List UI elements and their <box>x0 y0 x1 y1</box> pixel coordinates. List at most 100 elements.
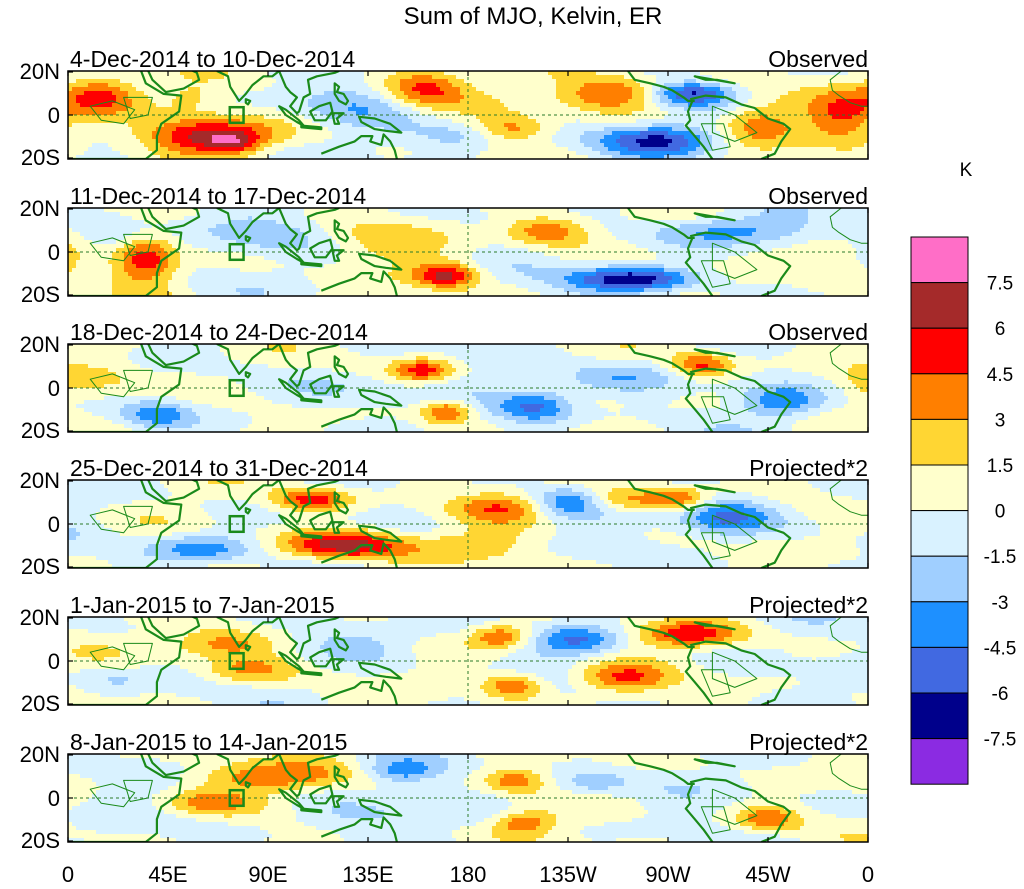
panel-2: 11-Dec-2014 to 17-Dec-2014 Observed 20N 0 20… <box>20 183 869 307</box>
lat-tick-label: 0 <box>48 512 60 537</box>
panel-period: 8-Jan-2015 to 14-Jan-2015 <box>70 729 347 755</box>
colorbar: 7.5 6 4.5 3 1.5 0 -1.5 -3 -4.5 -6 -7.5 <box>910 236 1017 785</box>
coastlines <box>68 208 868 296</box>
coastline <box>711 242 758 279</box>
lon-tick-label: 180 <box>450 862 487 887</box>
colorbar-label: 0 <box>995 502 1006 523</box>
lat-tick-label: 20S <box>21 282 60 307</box>
coastline <box>244 644 252 652</box>
coastline <box>216 754 280 785</box>
coastline <box>216 344 280 375</box>
lat-tick-label: 20N <box>20 742 60 767</box>
coastline <box>358 661 403 680</box>
coastline <box>711 788 758 825</box>
coastline <box>684 373 714 432</box>
coastline <box>829 754 868 790</box>
panel-kind: Observed <box>768 46 868 72</box>
coastline <box>684 646 714 705</box>
coastline <box>684 237 714 296</box>
coastline <box>689 231 792 296</box>
panel-period: 11-Dec-2014 to 17-Dec-2014 <box>70 183 366 209</box>
lat-tick-label: 20S <box>21 418 60 443</box>
coastline <box>689 777 792 842</box>
lat-tick-label: 20S <box>21 145 60 170</box>
colorbar-swatch <box>910 555 969 603</box>
coastline <box>244 235 252 243</box>
colorbar-swatch <box>910 646 969 694</box>
coastline <box>829 480 868 516</box>
coastline <box>147 617 201 640</box>
anomaly-field <box>68 754 868 842</box>
coastline <box>627 617 695 648</box>
panel-period: 1-Jan-2015 to 7-Jan-2015 <box>70 592 335 618</box>
colorbar-label: -4.5 <box>984 638 1017 659</box>
coastline <box>278 617 340 661</box>
lat-tick-label: 20N <box>20 59 60 84</box>
coastline <box>216 71 280 102</box>
figure-title: Sum of MJO, Kelvin, ER <box>404 3 663 30</box>
coastline <box>358 388 403 407</box>
coastline <box>300 533 323 540</box>
panel-kind: Observed <box>768 183 868 209</box>
coastline <box>627 754 695 785</box>
coastline <box>244 507 252 515</box>
lat-tick-label: 0 <box>48 103 60 128</box>
coastline <box>829 71 868 107</box>
coastline <box>300 124 323 131</box>
coastline <box>829 617 868 653</box>
panel-3: 18-Dec-2014 to 24-Dec-2014 Observed 20N 0 20… <box>20 319 869 443</box>
coastline <box>68 480 183 568</box>
coastline <box>278 754 340 798</box>
coastline <box>320 406 398 432</box>
coastline <box>147 480 201 503</box>
coastline <box>700 806 731 834</box>
panel-period: 4-Dec-2014 to 10-Dec-2014 <box>70 46 355 72</box>
panel-kind: Observed <box>768 319 868 345</box>
coastline <box>216 617 280 648</box>
coastline <box>358 252 403 271</box>
coastline <box>693 621 736 631</box>
lon-tick-label: 90W <box>645 862 690 887</box>
coastline <box>711 514 758 551</box>
coastline <box>711 378 758 415</box>
coastline <box>331 249 345 262</box>
coastline <box>627 71 695 102</box>
coastline <box>684 100 714 159</box>
coastline <box>278 208 340 252</box>
colorbar-swatch <box>910 692 969 740</box>
coastline <box>358 524 403 543</box>
panel-4: 25-Dec-2014 to 31-Dec-2014 Projected*2 20N… <box>20 455 869 579</box>
units-label: K <box>960 160 973 181</box>
coastline <box>300 397 323 404</box>
coastline <box>333 219 350 243</box>
coastline <box>693 758 736 768</box>
colorbar-label: -1.5 <box>984 547 1017 568</box>
coastline <box>320 133 398 159</box>
coastline <box>331 385 345 398</box>
panel-kind: Projected*2 <box>749 592 868 618</box>
coastline <box>320 679 398 705</box>
coastline <box>244 98 252 106</box>
coastline <box>309 101 334 122</box>
lat-tick-label: 20N <box>20 468 60 493</box>
colorbar-swatch <box>910 236 969 284</box>
coastline <box>68 71 183 159</box>
colorbar-swatch <box>910 282 969 329</box>
coastline <box>711 105 758 142</box>
coastline <box>320 542 398 568</box>
lon-tick-label: 0 <box>62 862 74 887</box>
colorbar-label: -3 <box>992 593 1009 614</box>
colorbar-label: -6 <box>992 684 1009 705</box>
coastline <box>147 754 201 777</box>
panel-kind: Projected*2 <box>749 729 868 755</box>
lat-tick-label: 0 <box>48 786 60 811</box>
coastline <box>278 344 340 388</box>
coastline <box>333 628 350 652</box>
panels: 4-Dec-2014 to 10-Dec-2014 Observed 20N 0 20S… <box>20 46 869 853</box>
colorbar-label: 7.5 <box>987 274 1013 295</box>
anomaly-field <box>68 480 868 568</box>
coastline <box>333 355 350 379</box>
coastline <box>309 510 334 531</box>
coastline <box>216 480 280 511</box>
